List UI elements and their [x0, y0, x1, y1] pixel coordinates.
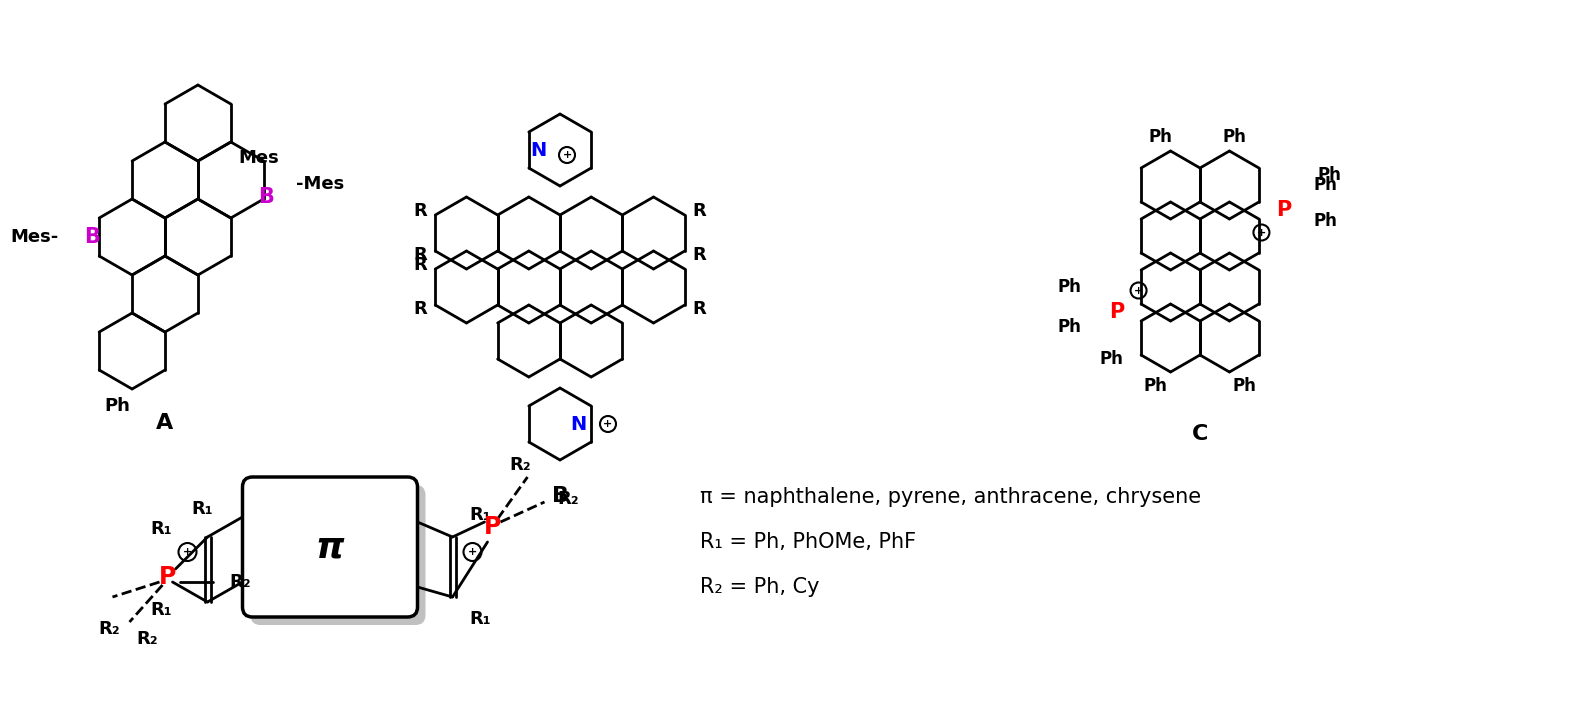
Text: R₁: R₁ — [470, 610, 492, 628]
Text: +: + — [603, 419, 612, 429]
Text: R₁ = Ph, PhOMe, PhF: R₁ = Ph, PhOMe, PhF — [699, 532, 916, 552]
Text: Ph: Ph — [1099, 350, 1123, 369]
Text: π = naphthalene, pyrene, anthracene, chrysene: π = naphthalene, pyrene, anthracene, chr… — [699, 487, 1201, 507]
Text: R₂ = Ph, Cy: R₂ = Ph, Cy — [699, 577, 819, 597]
Text: Mes: Mes — [239, 149, 278, 167]
FancyBboxPatch shape — [242, 477, 418, 617]
Text: R₂: R₂ — [98, 620, 120, 638]
Text: R: R — [413, 300, 427, 318]
Text: Ph: Ph — [1313, 177, 1337, 195]
Text: Ph: Ph — [104, 397, 130, 415]
Text: Mes-: Mes- — [11, 228, 59, 246]
Text: R₁: R₁ — [150, 601, 172, 619]
Text: Ph: Ph — [1058, 318, 1082, 337]
Text: N: N — [530, 140, 546, 159]
Text: +: + — [468, 547, 478, 557]
Text: R: R — [693, 202, 707, 220]
Text: B: B — [84, 227, 100, 247]
Text: Ph: Ph — [1318, 166, 1342, 184]
Text: B: B — [258, 187, 274, 207]
Text: R: R — [413, 202, 427, 220]
Text: Ph: Ph — [1313, 212, 1337, 230]
Text: R: R — [693, 300, 707, 318]
Text: Ph: Ph — [1149, 128, 1172, 146]
Text: -Mes: -Mes — [296, 175, 343, 193]
Text: R: R — [693, 246, 707, 264]
Text: R₂: R₂ — [557, 490, 579, 508]
Text: +: + — [1256, 228, 1266, 238]
Text: R₁: R₁ — [470, 506, 492, 524]
Text: Ph: Ph — [1223, 128, 1247, 146]
Text: +: + — [562, 150, 571, 160]
Text: A: A — [157, 413, 174, 433]
Text: R: R — [413, 256, 427, 274]
Text: R₁: R₁ — [150, 520, 172, 538]
Text: P: P — [1109, 302, 1125, 323]
Text: P: P — [484, 515, 501, 539]
FancyBboxPatch shape — [250, 485, 426, 625]
Text: Ph: Ph — [1144, 377, 1168, 395]
Text: R₂: R₂ — [136, 630, 158, 648]
Text: P: P — [1275, 201, 1291, 220]
Text: Ph: Ph — [1058, 278, 1082, 297]
Text: π: π — [316, 530, 345, 564]
Text: +: + — [1134, 286, 1144, 295]
Text: P: P — [158, 565, 176, 589]
Text: R₂: R₂ — [509, 456, 532, 474]
Text: R₁: R₁ — [191, 500, 214, 518]
Text: +: + — [184, 547, 191, 557]
Text: Ph: Ph — [1232, 377, 1256, 395]
Text: B: B — [552, 486, 568, 506]
Text: R₂: R₂ — [229, 573, 252, 591]
Text: N: N — [570, 414, 585, 433]
Text: R: R — [413, 246, 427, 264]
Text: C: C — [1191, 425, 1209, 444]
